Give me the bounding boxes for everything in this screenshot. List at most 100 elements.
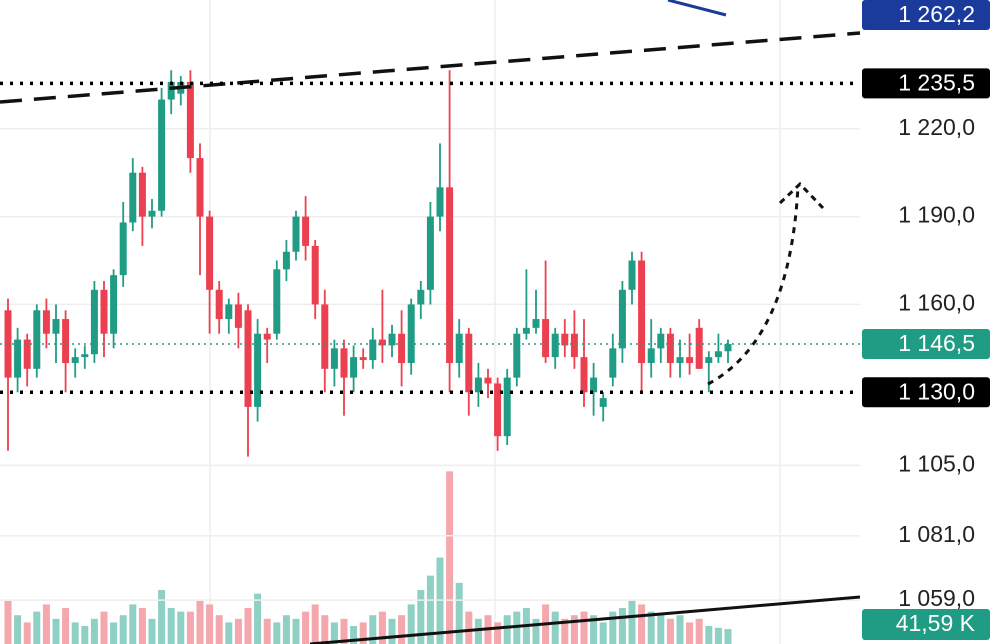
volume-label: 41,59 K (896, 610, 976, 636)
candle-body (465, 333, 473, 393)
volume-bar (455, 582, 463, 644)
candle-body (618, 289, 626, 349)
candle-body (724, 343, 732, 352)
volume-bar (206, 604, 214, 644)
candle-body (695, 327, 703, 369)
candle-body (417, 289, 425, 305)
volume-bar (81, 626, 89, 644)
volume-bar (42, 604, 50, 644)
candle-body (369, 339, 377, 361)
volume-bar (724, 629, 732, 644)
candle-body (686, 357, 694, 363)
volume-bar (686, 622, 694, 644)
trend-line-blue (667, 0, 727, 17)
volume-bar (129, 604, 137, 644)
candle-body (388, 333, 396, 346)
candle-body (302, 216, 310, 246)
candle-body (119, 222, 127, 276)
y-tick-label: 1 059,0 (898, 585, 975, 611)
volume-bar (158, 590, 166, 644)
candle-layer (4, 70, 732, 457)
candle-body (590, 377, 598, 393)
candle-body (311, 245, 319, 305)
candle-body (138, 172, 146, 217)
volume-bar (263, 618, 271, 644)
volume-bar (446, 471, 454, 644)
price-label-box (862, 328, 990, 359)
candle-body (90, 289, 98, 355)
candle-body (666, 333, 674, 363)
volume-bar (254, 593, 262, 644)
volume-bar (244, 608, 252, 644)
candle-body (570, 333, 578, 358)
candle-body (359, 357, 367, 361)
volume-bar (282, 615, 290, 644)
volume-bar (580, 611, 588, 644)
volume-bar (503, 615, 511, 644)
volume-bar (321, 615, 329, 644)
volume-bar (138, 608, 146, 644)
volume-bar (714, 627, 722, 644)
price-axis: 1 220,0 1 190,0 1 160,0 1 105,0 1 081,0 1 059… (862, 0, 990, 640)
candle-body (196, 158, 204, 217)
candle-body (292, 216, 300, 252)
volume-bar (676, 615, 684, 644)
candle-body (244, 310, 252, 407)
candle-body (503, 377, 511, 437)
candle-body (484, 377, 492, 384)
candle-body (23, 339, 31, 369)
volume-bar (340, 618, 348, 644)
candle-body (522, 327, 530, 334)
candle-body (647, 348, 655, 363)
candle-body (330, 348, 338, 369)
candle-body (561, 333, 569, 346)
volume-bar (657, 615, 665, 644)
candle-body (129, 172, 137, 223)
candle-body (542, 319, 550, 358)
price-label: 1 130,0 (898, 378, 975, 404)
candle-body (71, 357, 79, 363)
candle-body (350, 357, 358, 378)
volume-bar (330, 622, 338, 644)
candle-body (206, 216, 214, 290)
volume-bar (90, 618, 98, 644)
volume-bar (695, 618, 703, 644)
candle-body (494, 383, 502, 437)
volume-bar (407, 604, 415, 644)
y-tick-label: 1 081,0 (898, 521, 975, 547)
price-label-box (862, 0, 990, 30)
volume-bar (71, 622, 79, 644)
volume-bar (647, 611, 655, 644)
volume-bar (33, 611, 41, 644)
candle-body (282, 251, 290, 270)
candle-body (580, 357, 588, 393)
volume-bar (426, 575, 434, 644)
volume-bar (167, 608, 175, 644)
y-tick-label: 1 220,0 (898, 114, 975, 140)
candle-body (407, 304, 415, 363)
volume-bar (23, 622, 31, 644)
volume-bar (14, 615, 22, 644)
candle-body (167, 81, 175, 100)
candle-body (263, 333, 271, 340)
candle-body (14, 339, 22, 378)
volume-bar (234, 618, 242, 644)
volume-bar (62, 608, 70, 644)
volume-bar (378, 611, 386, 644)
candle-body (513, 333, 521, 378)
candle-body (62, 319, 70, 363)
candle-body (234, 304, 242, 328)
candle-body (676, 357, 684, 363)
candle-body (551, 333, 559, 358)
volume-bar (609, 611, 617, 644)
candle-body (398, 333, 406, 363)
candle-body (657, 333, 665, 349)
volume-bar (215, 615, 223, 644)
volume-bar (186, 611, 194, 644)
candle-body (474, 377, 482, 393)
price-label: 1 235,5 (898, 70, 975, 96)
volume-bar (705, 626, 713, 644)
volume-bar (119, 615, 127, 644)
price-lines (0, 81, 860, 395)
volume-bar (311, 604, 319, 644)
